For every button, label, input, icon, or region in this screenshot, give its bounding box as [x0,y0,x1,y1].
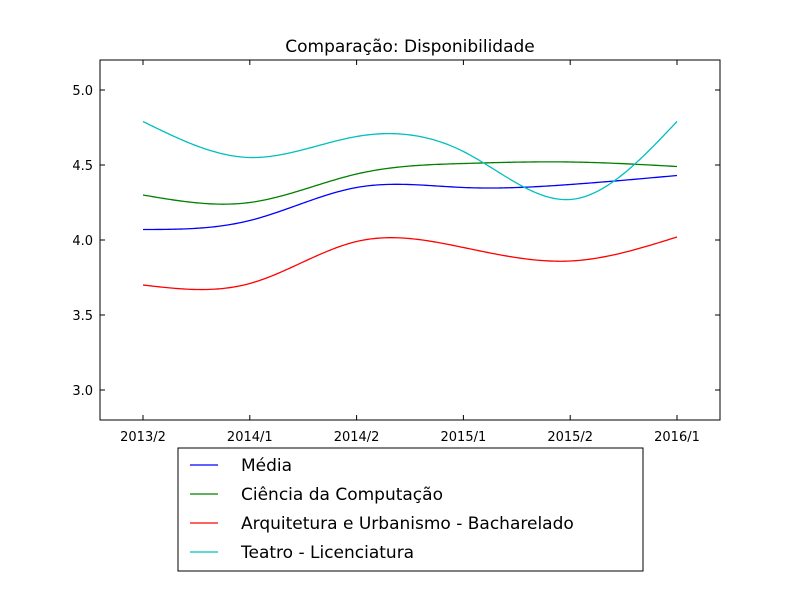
x-tick-label: 2016/1 [654,430,700,445]
y-tick-label: 4.5 [72,159,93,174]
y-tick-label: 5.0 [72,84,93,99]
legend-label-teatro-licenciatura: Teatro - Licenciatura [240,543,414,563]
x-tick-label: 2014/1 [227,430,273,445]
y-tick-label: 3.0 [72,384,93,399]
legend-label-media: Média [241,456,292,476]
y-tick-label: 3.5 [72,309,93,324]
x-tick-label: 2015/2 [547,430,593,445]
x-tick-label: 2014/2 [334,430,380,445]
series-line-media [143,174,678,231]
y-tick-label: 4.0 [72,234,93,249]
legend: Média Ciência da Computação Arquitetura e … [177,447,644,572]
x-axis: 2013/2 2014/1 2014/2 2015/1 2015/2 2016/1 [120,60,700,445]
legend-box [177,447,644,572]
x-tick-label: 2015/1 [441,430,487,445]
series-line-arquitetura-e-urbanismo-bacharelado [142,236,678,291]
series-layer [142,120,678,291]
legend-label-ciencia-da-computacao: Ciência da Computação [241,485,443,505]
series-line-teatro-licenciatura [142,120,678,201]
legend-label-arquitetura-e-urbanismo-bacharelado: Arquitetura e Urbanismo - Bacharelado [241,514,574,534]
y-axis: 3.0 3.5 4.0 4.5 5.0 [72,84,720,399]
chart-title: Comparação: Disponibilidade [285,37,535,57]
series-line-ciencia-da-computacao [142,161,678,205]
x-tick-label: 2013/2 [120,430,166,445]
